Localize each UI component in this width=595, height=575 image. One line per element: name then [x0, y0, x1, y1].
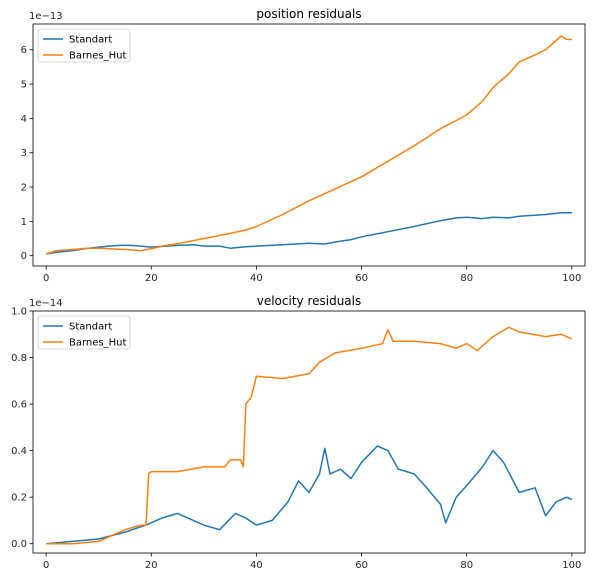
y-tick-label: 1.0 [11, 307, 27, 318]
x-tick-label: 40 [250, 273, 263, 284]
legend: Standart Barnes_Hut [37, 315, 131, 350]
chart-title: velocity residuals [257, 294, 362, 308]
series-line-standart [45, 212, 572, 255]
y-tick-label: 0.4 [11, 446, 27, 457]
y-tick-label: 3 [21, 148, 27, 159]
series-line-barnes-hut [45, 35, 572, 255]
legend-label: Barnes_Hut [69, 338, 126, 349]
chart-title: position residuals [256, 7, 361, 21]
y-tick-label: 4 [21, 114, 27, 125]
x-tick-label: 0 [43, 560, 49, 571]
y-tick-label: 0.6 [11, 400, 27, 411]
x-tick-label: 20 [145, 560, 158, 571]
x-tick-label: 60 [355, 560, 368, 571]
y-tick-label: 0 [21, 251, 27, 262]
axes-frame [32, 310, 586, 554]
x-tick-label: 20 [145, 273, 158, 284]
series-line-standart [46, 445, 573, 545]
x-tick-label: 0 [43, 273, 49, 284]
y-tick-label: 0.0 [11, 539, 27, 550]
legend-label: Standart [69, 322, 112, 333]
series-line-barnes-hut [46, 326, 573, 545]
legend: Standart Barnes_Hut [37, 28, 131, 63]
x-tick-label: 100 [562, 273, 581, 284]
x-tick-label: 80 [460, 560, 473, 571]
y-tick-label: 1 [21, 217, 27, 228]
legend-frame [37, 28, 131, 63]
position-residuals-panel: 0 20 40 60 80 100 0 1 2 3 4 5 6 1e−13 position residua… [21, 7, 586, 284]
legend-label: Standart [69, 35, 112, 46]
velocity-residuals-panel: 0 20 40 60 80 100 0.0 0.2 0.4 0.6 0.8 1.01e−14 veloc… [11, 294, 586, 571]
legend-frame [37, 315, 131, 350]
legend-label: Barnes_Hut [69, 51, 126, 62]
x-tick-label: 60 [355, 273, 368, 284]
y-tick-label: 0.8 [11, 353, 27, 364]
x-tick-label: 100 [562, 560, 581, 571]
y-scale-label: 1e−14 [29, 298, 63, 309]
x-tick-label: 80 [460, 273, 473, 284]
y-tick-label: 2 [21, 183, 27, 194]
y-tick-label: 6 [21, 45, 27, 56]
x-tick-label: 40 [250, 560, 263, 571]
y-scale-label: 1e−13 [29, 11, 63, 22]
y-tick-label: 0.2 [11, 493, 27, 504]
axes-frame [32, 23, 586, 267]
y-tick-label: 5 [21, 80, 27, 91]
